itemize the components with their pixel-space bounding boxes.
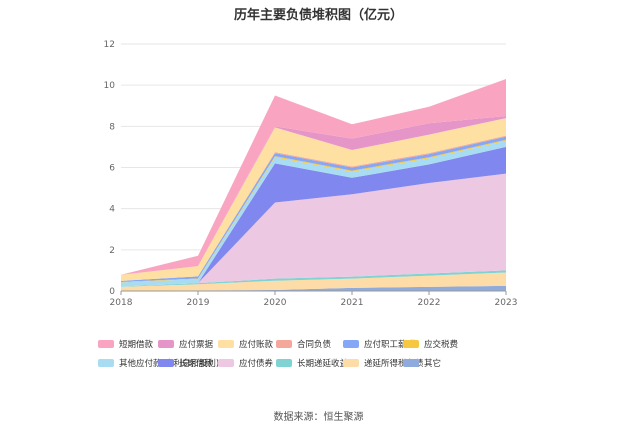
legend-swatch bbox=[276, 340, 292, 348]
legend-label: 其它 bbox=[424, 359, 442, 369]
legend-item[interactable]: 递延所得税负债 bbox=[343, 357, 424, 369]
legend-swatch bbox=[158, 340, 174, 348]
legend-item[interactable]: 应付账款 bbox=[218, 338, 273, 350]
y-tick-label: 10 bbox=[104, 81, 116, 91]
y-tick-label: 6 bbox=[109, 164, 115, 174]
legend-swatch bbox=[343, 340, 359, 348]
x-tick-label: 2020 bbox=[264, 298, 287, 308]
legend-swatch bbox=[343, 359, 359, 367]
legend-item[interactable]: 应付职工薪酬 bbox=[343, 338, 415, 350]
source-note: 数据来源：恒生聚源 bbox=[273, 412, 364, 423]
area-9 bbox=[121, 118, 506, 281]
legend-label: 长期借款 bbox=[179, 359, 214, 369]
legend-swatch bbox=[98, 340, 114, 348]
legend-swatch bbox=[276, 359, 292, 367]
axes: 0 2 4 6 8 10 12 2018 2019 2020 2021 2022 2023 bbox=[104, 40, 518, 308]
legend-swatch bbox=[403, 359, 419, 367]
legend-item[interactable]: 长期借款 bbox=[158, 357, 213, 369]
y-tick-label: 8 bbox=[109, 122, 115, 132]
area-3 bbox=[121, 173, 506, 287]
legend-item[interactable]: 长期递延收益 bbox=[276, 357, 348, 369]
legend-swatch bbox=[403, 340, 419, 348]
x-tick-label: 2022 bbox=[418, 298, 441, 308]
area-5 bbox=[121, 140, 506, 287]
legend-item[interactable]: 应付票据 bbox=[158, 338, 213, 350]
area-4 bbox=[121, 146, 506, 287]
legend-swatch bbox=[218, 359, 234, 367]
y-tick-label: 0 bbox=[109, 287, 115, 297]
legend-label: 应交税费 bbox=[424, 340, 459, 350]
legend-label: 递延所得税负债 bbox=[364, 359, 424, 369]
legend-item[interactable]: 应付债券 bbox=[218, 357, 273, 369]
legend-label: 应付债券 bbox=[239, 359, 274, 369]
legend-label: 应付账款 bbox=[239, 340, 274, 350]
y-tick-label: 12 bbox=[104, 40, 115, 50]
x-tick-label: 2018 bbox=[110, 298, 133, 308]
legend-label: 短期借款 bbox=[119, 340, 154, 350]
legend-item[interactable]: 其它 bbox=[403, 357, 441, 369]
area-7 bbox=[121, 136, 506, 282]
x-tick-label: 2019 bbox=[187, 298, 210, 308]
legend-swatch bbox=[218, 340, 234, 348]
area-11 bbox=[121, 78, 506, 275]
chart-title: 历年主要负债堆积图（亿元） bbox=[233, 8, 403, 23]
y-tick-label: 4 bbox=[109, 205, 115, 215]
legend-item[interactable]: 应交税费 bbox=[403, 338, 458, 350]
legend-label: 长期递延收益 bbox=[297, 359, 349, 369]
area-2 bbox=[121, 270, 506, 287]
legend-item[interactable]: 短期借款 bbox=[98, 338, 153, 350]
x-tick-label: 2021 bbox=[341, 298, 364, 308]
legend-label: 应付票据 bbox=[179, 340, 214, 350]
legend-swatch bbox=[98, 359, 114, 367]
area-1 bbox=[121, 272, 506, 291]
legend-label: 应付职工薪酬 bbox=[364, 340, 416, 350]
area-series bbox=[121, 78, 506, 291]
legend-item[interactable]: 合同负债 bbox=[276, 338, 331, 350]
y-tick-label: 2 bbox=[109, 246, 115, 256]
x-tick-label: 2023 bbox=[495, 298, 518, 308]
legend-swatch bbox=[158, 359, 174, 367]
legend-label: 合同负债 bbox=[297, 340, 332, 350]
